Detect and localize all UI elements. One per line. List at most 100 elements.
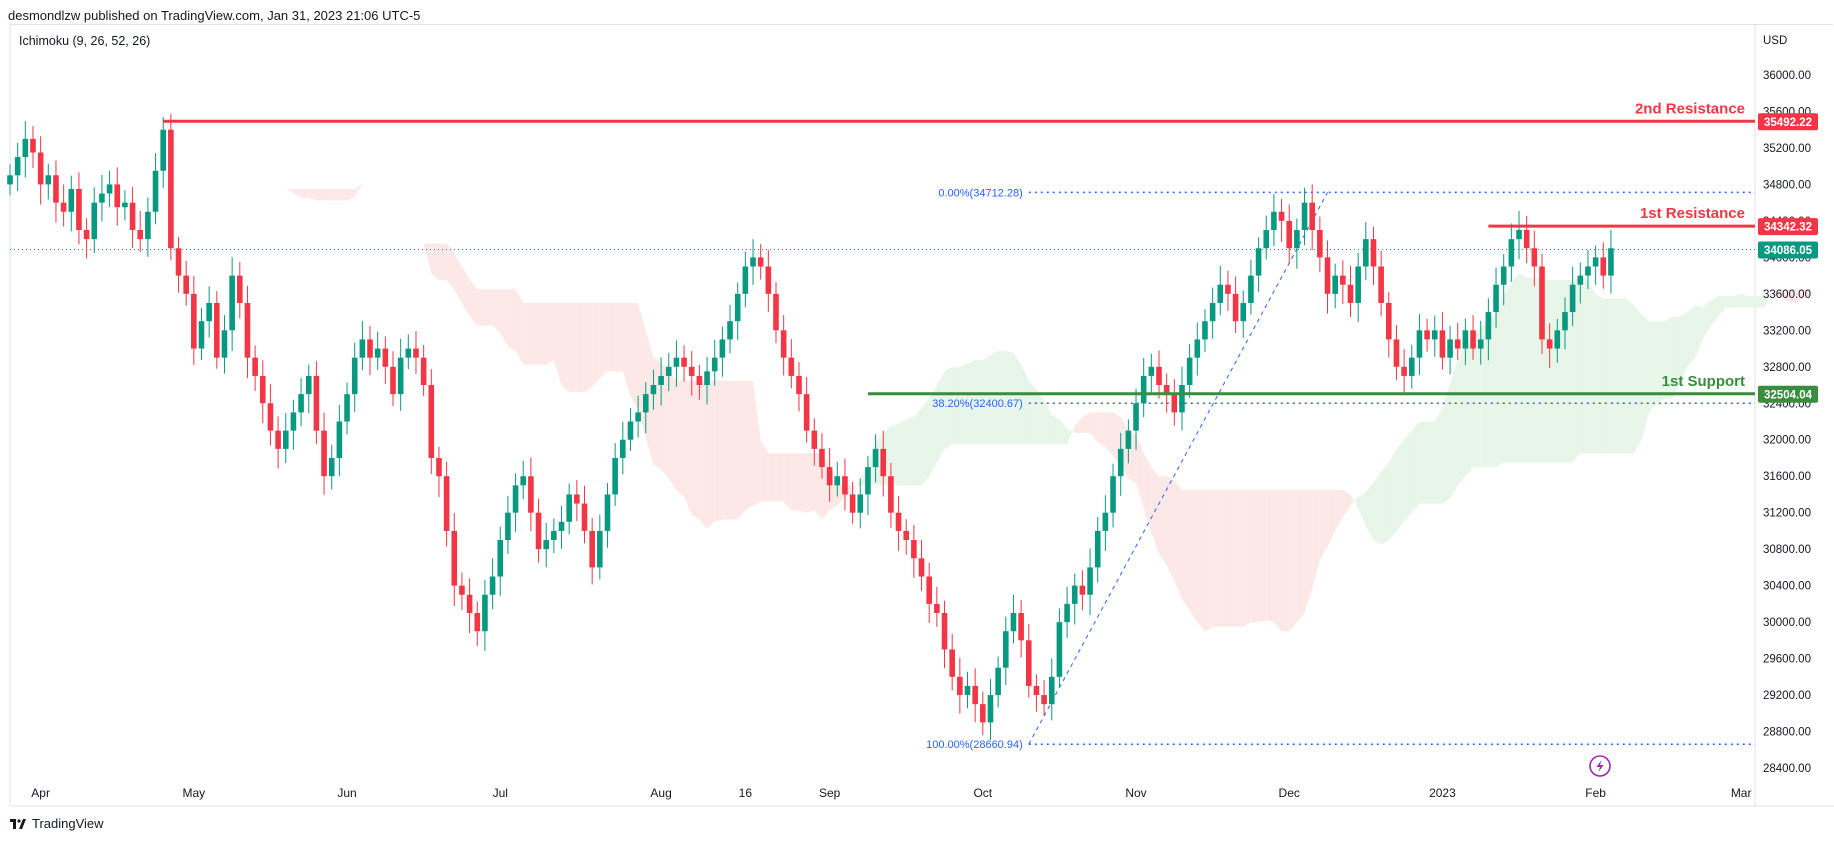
candle-body (750, 257, 756, 267)
candle-body (474, 612, 481, 632)
time-tick-label: 2023 (1429, 786, 1456, 800)
candle (803, 377, 810, 443)
candle-body (857, 494, 864, 513)
candle (957, 657, 963, 714)
kumo-segment (684, 380, 692, 515)
candle (1209, 287, 1216, 339)
time-tick-label: Sep (819, 786, 841, 800)
candle-body (1477, 339, 1484, 349)
candle-body (168, 129, 174, 249)
kumo-segment (515, 289, 524, 365)
candle (313, 361, 320, 445)
kumo-segment (1212, 489, 1221, 627)
candle-body (22, 138, 29, 158)
price-tick-label: 28400.00 (1763, 763, 1811, 775)
candle (1018, 599, 1024, 658)
kumo-segment (1687, 305, 1696, 367)
candle (566, 483, 572, 535)
candle-body (53, 175, 59, 203)
kumo-segment (561, 302, 570, 392)
candle-body (68, 188, 75, 212)
candle (642, 382, 649, 434)
kumo-segment (1304, 489, 1313, 613)
candle-body (604, 494, 611, 531)
level-price-badge-bg (1758, 218, 1818, 236)
candle (1271, 193, 1277, 246)
kumo-segment (316, 188, 325, 201)
price-tick-label: 29600.00 (1763, 654, 1811, 666)
kumo-segment (492, 289, 501, 333)
candle (1033, 674, 1040, 712)
kumo-segment (1013, 353, 1022, 445)
candle-body (528, 476, 534, 513)
candle-body (305, 375, 312, 395)
candle (903, 519, 910, 555)
candle-body (413, 348, 419, 358)
price-tick-label: 30400.00 (1763, 581, 1811, 593)
candle (1347, 266, 1354, 318)
candle-body (1217, 284, 1224, 303)
kumo-segment (906, 416, 914, 486)
candle (888, 462, 894, 528)
candle (980, 691, 986, 736)
candle-body (237, 275, 243, 303)
candle (1508, 223, 1515, 282)
kumo-segment (1580, 275, 1588, 454)
candle-body (76, 188, 82, 231)
candle (259, 360, 266, 424)
kumo-segment (967, 359, 976, 445)
indicator-legend[interactable]: Ichimoku (9, 26, 52, 26) (19, 34, 151, 48)
candle-body (183, 275, 189, 294)
time-tick-label: Oct (973, 786, 992, 800)
candle (336, 404, 343, 477)
candle (1102, 495, 1109, 551)
candle (1370, 226, 1377, 286)
candle-body (780, 330, 787, 358)
candle-body (428, 385, 435, 458)
candle-body (351, 357, 358, 395)
kumo-segment (607, 302, 616, 372)
candle-body (252, 357, 258, 376)
candle-body (1079, 585, 1086, 595)
candle-body (83, 230, 90, 240)
candle (581, 485, 588, 544)
candle-body (1585, 266, 1591, 276)
candle-body (1401, 366, 1407, 376)
tradingview-logo-icon (10, 818, 26, 829)
candle-body (137, 230, 144, 240)
kumo-segment (722, 380, 731, 520)
candle-body (1408, 357, 1415, 376)
candle (1025, 623, 1032, 698)
candle-body (1546, 339, 1553, 349)
kumo-segment (1672, 316, 1680, 399)
candle-body (704, 371, 710, 386)
candle-body (1500, 266, 1507, 285)
kumo-segment (1174, 480, 1182, 600)
candle-body (1064, 603, 1070, 623)
candle-body (658, 375, 664, 386)
candle (183, 260, 189, 306)
candle (1516, 210, 1522, 260)
candle (865, 455, 871, 516)
candle-body (1393, 339, 1400, 367)
candle-body (244, 302, 251, 358)
kumo-segment (1082, 412, 1091, 433)
candle (1523, 215, 1530, 264)
kumo-segment (1136, 435, 1144, 509)
candle-body (1286, 220, 1293, 249)
kumo-segment (1067, 426, 1075, 445)
kumo-segment (1250, 489, 1259, 623)
kumo-segment (1342, 489, 1351, 518)
candle-body (367, 339, 373, 358)
candle (1309, 184, 1315, 251)
candle (114, 167, 121, 226)
candle-body (1240, 302, 1247, 322)
tradingview-brand[interactable]: TradingView (10, 816, 104, 831)
candle-body (1378, 266, 1384, 303)
currency-label: USD (1763, 35, 1787, 47)
candle-body (259, 375, 266, 404)
candle-body (1363, 239, 1369, 267)
candle-body (1255, 248, 1262, 276)
candle-body (1041, 695, 1047, 705)
